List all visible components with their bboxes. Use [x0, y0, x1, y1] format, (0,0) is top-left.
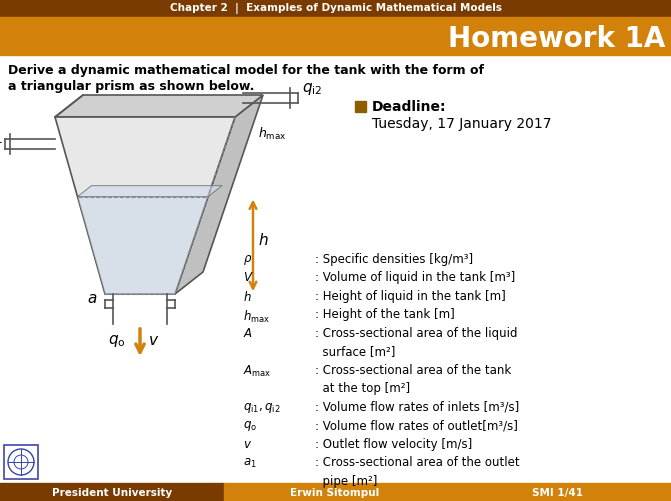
Text: surface [m²]: surface [m²]	[315, 345, 395, 358]
Text: : Cross-sectional area of the outlet: : Cross-sectional area of the outlet	[315, 455, 519, 468]
Text: at the top [m²]: at the top [m²]	[315, 382, 410, 395]
Text: $a$: $a$	[87, 291, 97, 306]
Bar	[446, 483, 671, 501]
Text: $v$: $v$	[148, 332, 159, 347]
Polygon shape	[77, 197, 208, 295]
Text: : Cross-sectional area of the tank: : Cross-sectional area of the tank	[315, 363, 511, 376]
Bar	[0, 18, 671, 56]
Text: : Volume flow rates of outlet[m³/s]: : Volume flow rates of outlet[m³/s]	[315, 419, 518, 432]
Text: pipe [m²]: pipe [m²]	[315, 474, 377, 487]
Polygon shape	[55, 118, 235, 295]
Text: $q_\mathrm{i1}$: $q_\mathrm{i1}$	[0, 130, 3, 146]
Text: Deadline:: Deadline:	[372, 100, 446, 114]
Text: $h$: $h$	[258, 232, 268, 248]
Text: : Height of the tank [m]: : Height of the tank [m]	[315, 308, 455, 321]
Bar	[0, 483, 224, 501]
Text: : Volume of liquid in the tank [m³]: : Volume of liquid in the tank [m³]	[315, 271, 515, 284]
Text: : Outlet flow velocity [m/s]: : Outlet flow velocity [m/s]	[315, 437, 472, 450]
Text: Derive a dynamic mathematical model for the tank with the form of: Derive a dynamic mathematical model for …	[8, 64, 484, 77]
Text: $q_\mathrm{i1}, q_\mathrm{i2}$: $q_\mathrm{i1}, q_\mathrm{i2}$	[243, 400, 280, 414]
Polygon shape	[77, 186, 222, 197]
Text: : Cross-sectional area of the liquid: : Cross-sectional area of the liquid	[315, 326, 517, 339]
Text: SMI 1/41: SMI 1/41	[533, 487, 584, 497]
Text: $A_\mathrm{max}$: $A_\mathrm{max}$	[243, 363, 271, 378]
Text: Erwin Sitompul: Erwin Sitompul	[291, 487, 380, 497]
Bar	[0, 0, 671, 18]
Text: $A$: $A$	[243, 326, 253, 339]
Text: $V$: $V$	[243, 271, 254, 284]
Text: $q_\mathrm{o}$: $q_\mathrm{o}$	[108, 332, 125, 348]
Bar	[224, 483, 446, 501]
Text: a triangular prism as shown below.: a triangular prism as shown below.	[8, 80, 254, 93]
Text: Chapter 2  |  Examples of Dynamic Mathematical Models: Chapter 2 | Examples of Dynamic Mathemat…	[170, 4, 501, 15]
Text: Homework 1A: Homework 1A	[448, 25, 665, 53]
Text: $q_\mathrm{i2}$: $q_\mathrm{i2}$	[302, 81, 322, 97]
Text: Tuesday, 17 January 2017: Tuesday, 17 January 2017	[372, 117, 552, 131]
Bar	[355, 102, 366, 113]
Text: $a_1$: $a_1$	[243, 455, 257, 468]
Text: $q_\mathrm{o}$: $q_\mathrm{o}$	[243, 419, 257, 433]
Text: $h_\mathrm{max}$: $h_\mathrm{max}$	[243, 308, 270, 324]
Polygon shape	[175, 96, 263, 295]
Polygon shape	[55, 96, 263, 118]
Text: $\rho$: $\rho$	[243, 253, 252, 267]
Text: $h_\mathrm{max}$: $h_\mathrm{max}$	[258, 126, 287, 142]
Text: $v$: $v$	[243, 437, 252, 450]
Text: : Specific densities [kg/m³]: : Specific densities [kg/m³]	[315, 253, 473, 266]
Text: : Volume flow rates of inlets [m³/s]: : Volume flow rates of inlets [m³/s]	[315, 400, 519, 413]
Text: : Height of liquid in the tank [m]: : Height of liquid in the tank [m]	[315, 290, 506, 303]
Text: President University: President University	[52, 487, 172, 497]
Text: $h$: $h$	[243, 290, 252, 304]
Bar	[4, 445, 38, 479]
